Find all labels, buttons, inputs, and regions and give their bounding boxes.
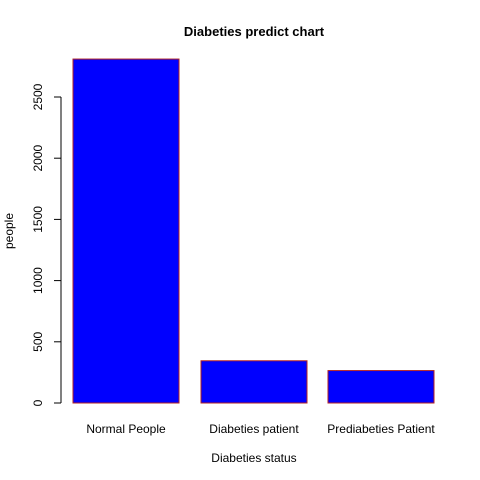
- y-axis-ticks: 0 500 1000 1500 2000 2500: [31, 83, 61, 406]
- bar-normal-people: [72, 58, 180, 404]
- y-tick-label: 2000: [31, 145, 45, 172]
- y-tick-label: 0: [31, 399, 45, 406]
- x-category-label: Normal People: [86, 422, 166, 436]
- bar-prediabeties-patient: [327, 370, 435, 404]
- chart-title: Diabeties predict chart: [184, 24, 325, 39]
- x-axis-category-labels: Normal People Diabeties patient Prediabeti…: [86, 422, 435, 436]
- y-tick-label: 500: [31, 331, 45, 351]
- x-category-label: Prediabeties Patient: [327, 422, 435, 436]
- y-tick-label: 1000: [31, 267, 45, 294]
- y-axis-label: people: [2, 213, 16, 249]
- x-axis-label: Diabeties status: [211, 451, 296, 465]
- x-category-label: Diabeties patient: [209, 422, 299, 436]
- y-tick-label: 1500: [31, 206, 45, 233]
- bars: [72, 58, 435, 404]
- y-tick-label: 2500: [31, 83, 45, 110]
- bar-diabeties-patient: [200, 360, 308, 404]
